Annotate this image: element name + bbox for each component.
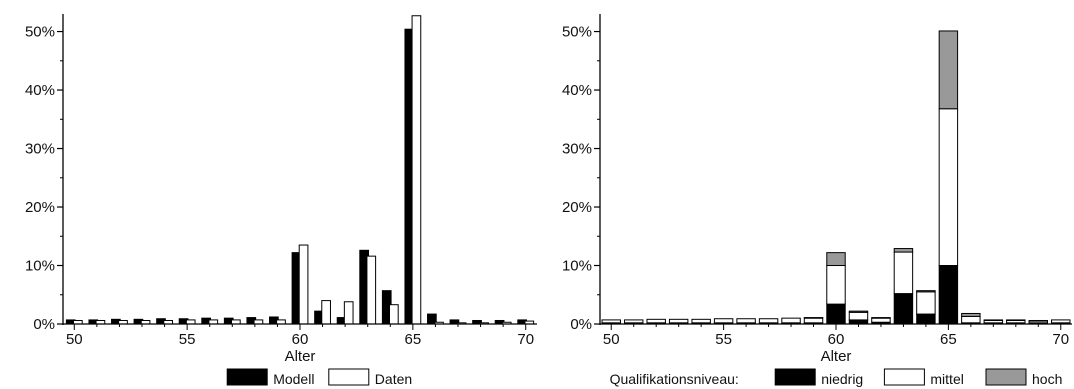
y-tick-label: 20% — [562, 199, 592, 216]
bar-mittel-56 — [736, 318, 756, 324]
bar-niedrig-64 — [916, 313, 936, 325]
legend-swatch-mittel — [883, 368, 925, 386]
bar-mittel-66 — [961, 315, 981, 324]
y-tick-label: 40% — [562, 82, 592, 99]
y-tick-label: 30% — [562, 141, 592, 158]
x-tick-label: 60 — [828, 331, 845, 348]
bar-mittel-70 — [1051, 319, 1071, 324]
bar-hoch-61 — [848, 310, 869, 313]
legend-swatch-daten — [328, 368, 370, 386]
bar-niedrig-63 — [893, 293, 914, 325]
bar-mittel-52 — [646, 318, 666, 324]
x-tick-label: 55 — [179, 331, 196, 348]
bar-hoch-69 — [1028, 319, 1048, 322]
x-tick-label: 70 — [517, 331, 534, 348]
legend-label-niedrig: niedrig — [821, 371, 863, 387]
bar-daten-63 — [366, 255, 377, 325]
bar-hoch-64 — [916, 290, 936, 293]
bar-hoch-67 — [983, 319, 1004, 321]
bar-mittel-59 — [803, 317, 824, 324]
x-axis-label: Alter — [285, 348, 316, 365]
legend-title: Qualifikationsniveau: — [610, 371, 739, 387]
bar-daten-61 — [321, 300, 331, 325]
chart-panel-1: 0% 10% 20% 30% 40% 50% 50 55 60 65 70 Alter Modell Da… — [25, 14, 537, 387]
x-tick-label: 50 — [603, 331, 620, 348]
bar-hoch-68 — [1006, 319, 1026, 321]
bar-mittel-54 — [691, 318, 711, 324]
bar-mittel-55 — [713, 318, 734, 324]
bars — [601, 30, 1071, 325]
x-tick-label: 65 — [405, 331, 422, 348]
legend-label-hoch: hoch — [1032, 371, 1062, 387]
bar-mittel-53 — [668, 318, 689, 324]
legend-swatch-niedrig — [774, 368, 816, 386]
x-tick-label: 60 — [292, 331, 309, 348]
legend-swatch-hoch — [985, 368, 1027, 386]
bar-niedrig-60 — [826, 303, 846, 325]
legend: Modell Daten — [226, 368, 412, 387]
x-tick-label: 70 — [1052, 331, 1069, 348]
legend-label-modell: Modell — [273, 371, 314, 387]
bar-mittel-64 — [916, 291, 936, 315]
y-tick-label: 30% — [25, 141, 55, 158]
bar-mittel-57 — [758, 318, 779, 324]
bar-hoch-62 — [871, 317, 891, 319]
legend-label-daten: Daten — [375, 371, 412, 387]
x-tick-label: 65 — [940, 331, 957, 348]
legend-swatch-modell — [226, 368, 268, 386]
legend-label-mittel: mittel — [930, 371, 963, 387]
bar-mittel-63 — [893, 251, 914, 295]
bar-hoch-59 — [803, 317, 824, 319]
bar-mittel-51 — [624, 319, 644, 324]
bar-mittel-61 — [848, 311, 869, 321]
y-tick-label: 10% — [25, 258, 55, 275]
bar-niedrig-65 — [938, 265, 959, 325]
legend: Qualifikationsniveau: niedrig mittel hoch — [610, 368, 1062, 387]
bar-hoch-66 — [961, 312, 981, 317]
x-axis-label: Alter — [821, 348, 852, 365]
bar-daten-62 — [343, 301, 354, 325]
y-tick-label: 10% — [562, 258, 592, 275]
bar-daten-64 — [389, 304, 399, 325]
x-tick-label: 50 — [66, 331, 83, 348]
bar-mittel-62 — [871, 317, 891, 323]
bar-mittel-65 — [938, 108, 959, 266]
bar-mittel-50 — [601, 319, 621, 324]
bar-mittel-58 — [781, 317, 801, 324]
bar-hoch-60 — [826, 252, 846, 267]
y-tick-label: 0% — [33, 316, 55, 333]
y-tick-label: 20% — [25, 199, 55, 216]
y-tick-label: 50% — [25, 24, 55, 41]
bar-daten-65 — [411, 15, 422, 325]
y-tick-label: 50% — [562, 24, 592, 41]
bars — [65, 15, 535, 325]
bar-hoch-63 — [893, 248, 914, 253]
x-tick-label: 55 — [715, 331, 732, 348]
y-tick-label: 0% — [570, 316, 592, 333]
bar-hoch-65 — [938, 30, 959, 110]
y-tick-label: 40% — [25, 82, 55, 99]
chart-panel-2: 0% 10% 20% 30% 40% 50% 50 55 60 65 70 Alter Qualifik… — [562, 14, 1072, 387]
bar-daten-60 — [298, 244, 309, 325]
bar-mittel-60 — [826, 265, 846, 305]
